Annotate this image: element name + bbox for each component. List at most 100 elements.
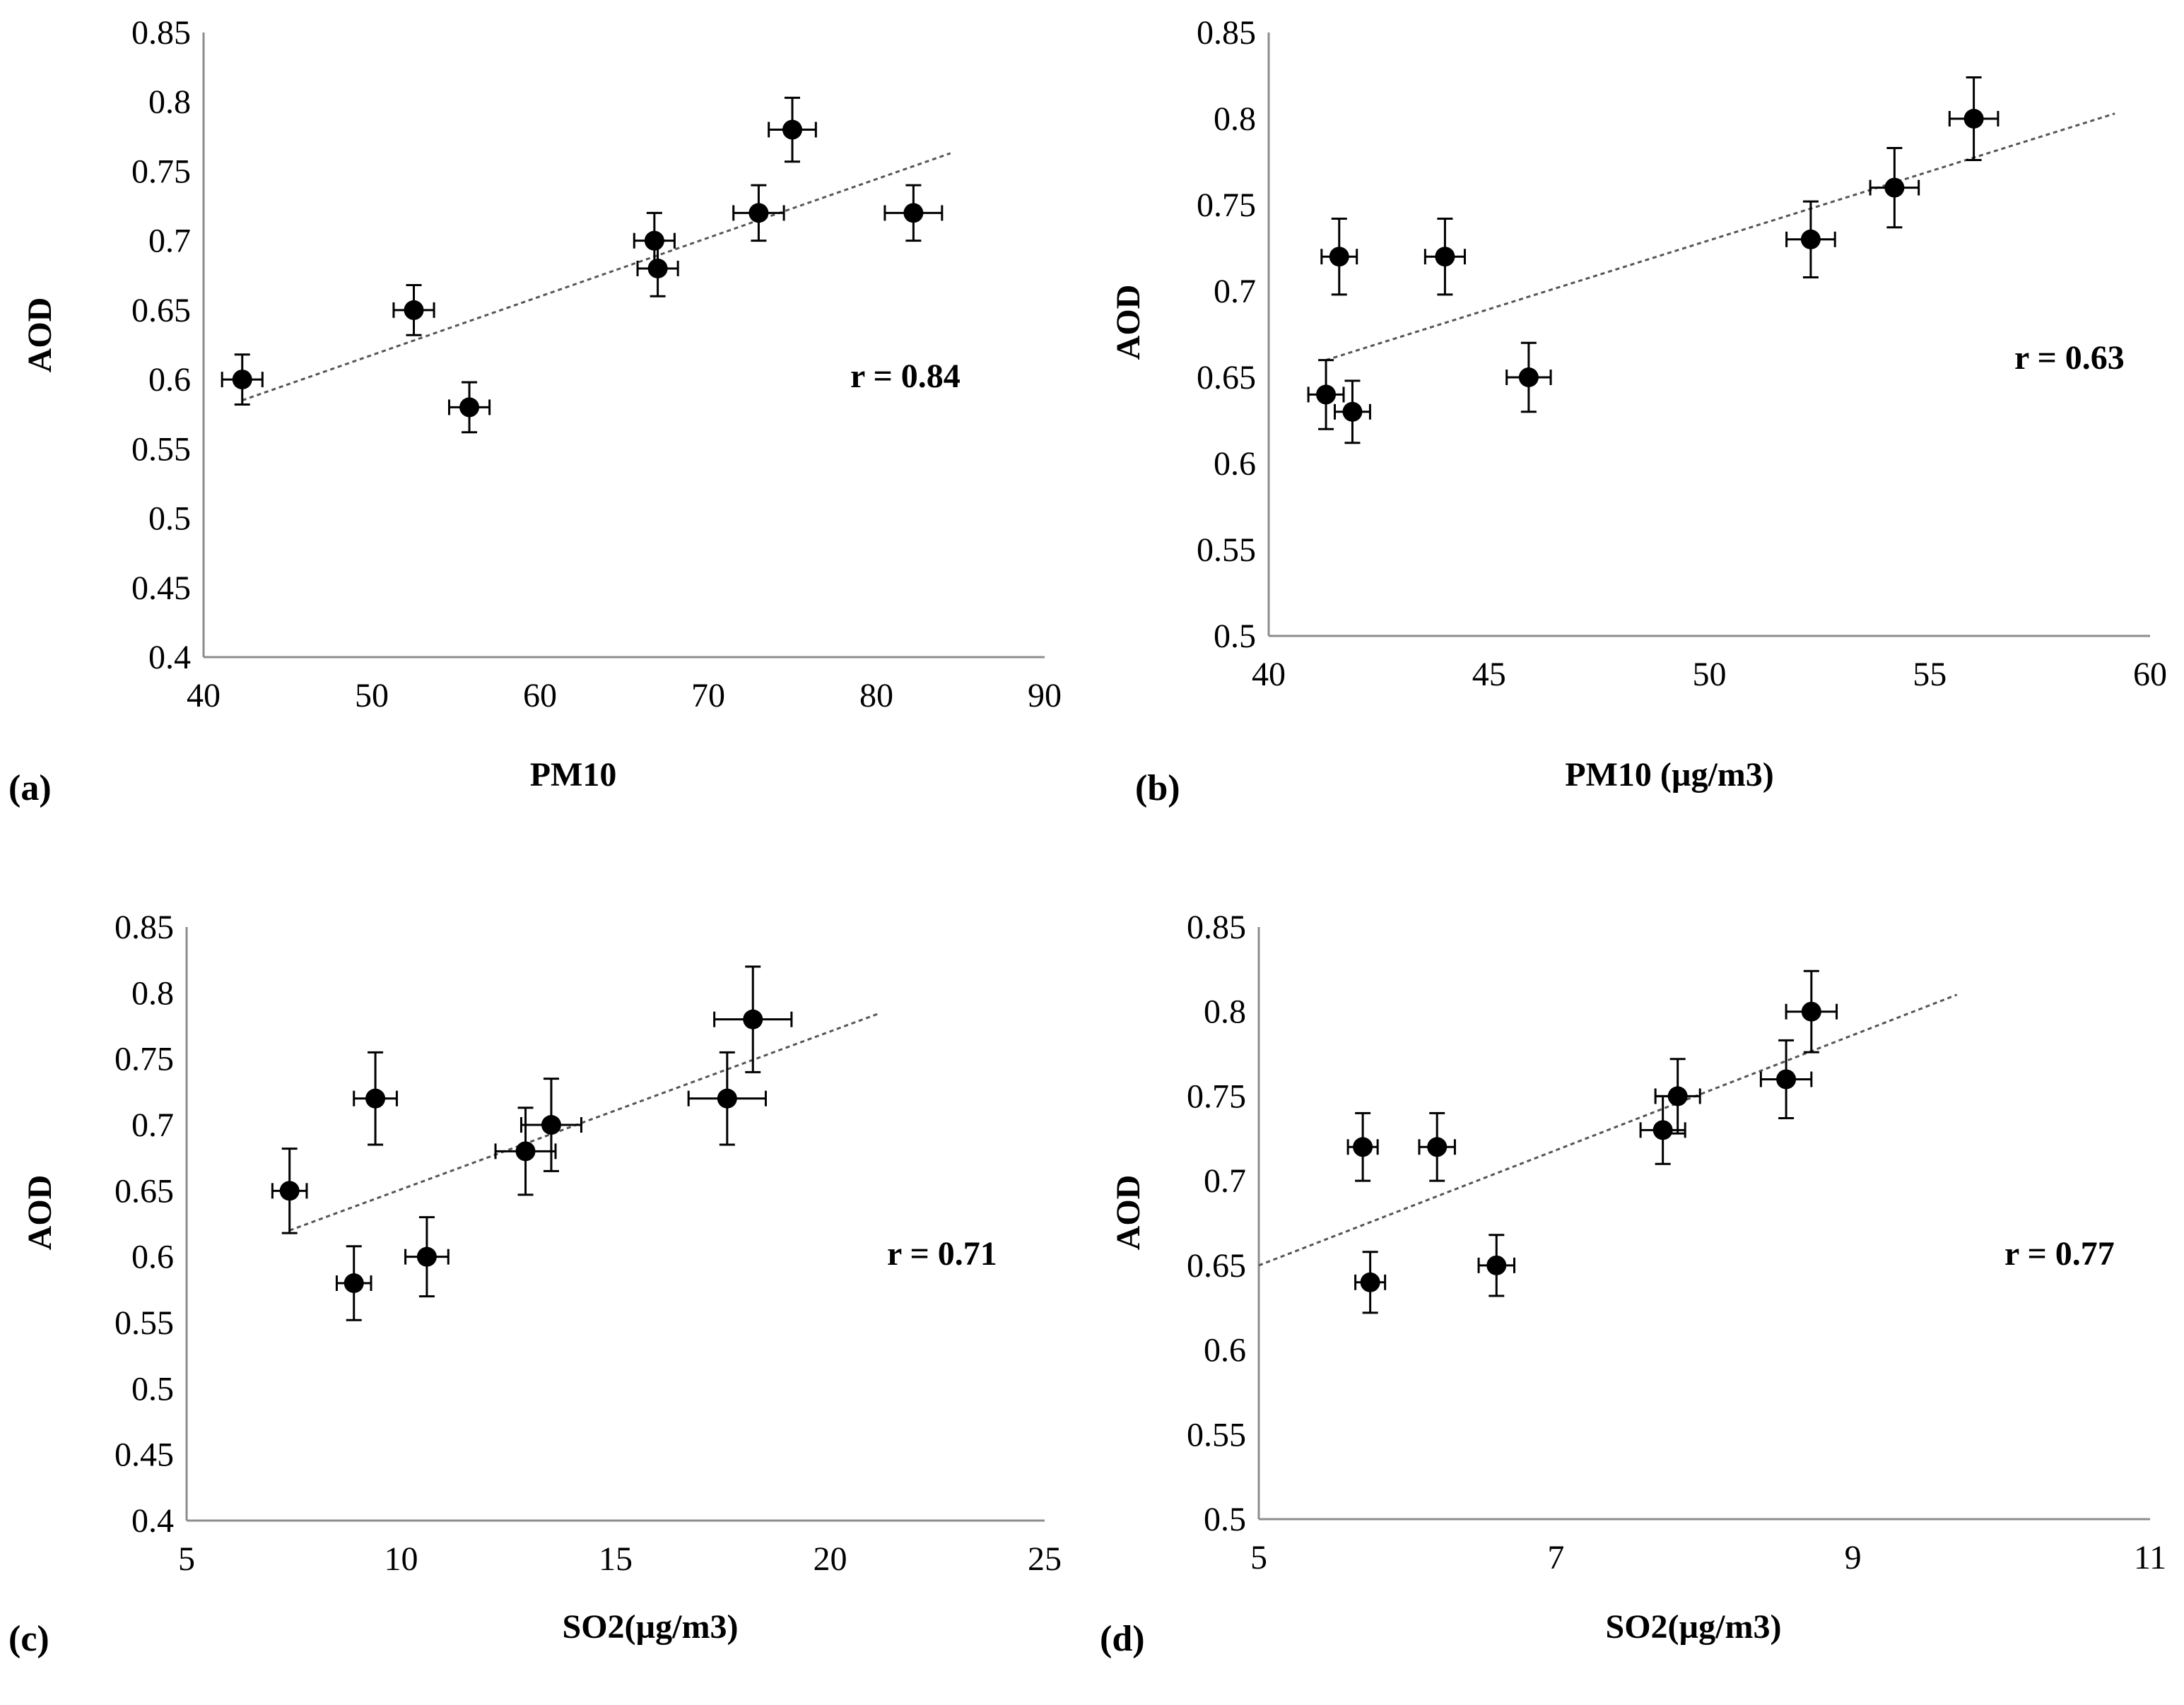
point-marker [279,1181,300,1201]
x-tick-label: 15 [599,1540,633,1578]
y-tick-label: 0.75 [1197,187,1256,224]
plot-area-c: 0.4 0.45 0.5 0.55 0.6 0.65 0.7 0.75 0.8 0.85 5 10 15… [115,909,1062,1578]
y-axis-title-b: AOD [1110,285,1147,360]
x-tick-label: 50 [1693,656,1727,693]
x-axis-title-a: PM10 [530,756,617,793]
y-tick-label: 0.5 [131,1370,174,1408]
point-marker [541,1115,561,1135]
x-tick-label: 70 [691,677,725,714]
panel-b: 0.5 0.55 0.6 0.65 0.7 0.75 0.8 0.85 40 45 50 55 60 A… [1110,14,2167,808]
x-tick-label: 60 [523,677,557,714]
panel-c: 0.4 0.45 0.5 0.55 0.6 0.65 0.7 0.75 0.8 0.85 5 10 15… [8,909,1062,1659]
plot-area-b: 0.5 0.55 0.6 0.65 0.7 0.75 0.8 0.85 40 45 50 55 60 [1197,14,2167,693]
data-point [1869,146,1920,229]
y-tick-label: 0.5 [148,500,191,538]
y-tick-label: 0.7 [1214,273,1256,310]
data-point [1307,359,1345,430]
y-tick-label: 0.85 [115,909,174,946]
y-tick-label: 0.8 [1204,993,1246,1031]
point-marker [515,1141,536,1162]
point-marker [903,203,924,223]
y-tick-label: 0.45 [115,1436,174,1474]
point-marker [365,1088,386,1109]
panel-label-d: (d) [1100,1619,1145,1659]
point-marker [232,370,252,390]
y-tick-label: 0.45 [131,570,191,607]
data-point [1423,218,1466,296]
x-tick-label: 7 [1547,1539,1564,1576]
point-marker [647,258,668,278]
x-tick-label: 11 [2134,1539,2166,1576]
correlation-label-d: r = 0.77 [2004,1235,2115,1273]
y-tick-label: 0.7 [1204,1162,1246,1200]
x-axis-title-d: SO2(µg/m3) [1606,1608,1782,1646]
data-point [768,96,817,163]
plot-area-d: 0.5 0.55 0.6 0.65 0.7 0.75 0.8 0.85 5 7 9 11 [1187,909,2166,1576]
data-point [519,1078,582,1172]
x-tick-label: 20 [814,1540,847,1578]
y-tick-label: 0.65 [1187,1247,1246,1285]
trendline-b [1325,112,2115,362]
x-tick-label: 90 [1028,677,1062,714]
correlation-label-a: r = 0.84 [850,358,961,395]
data-point [1320,218,1358,296]
data-point [1354,1251,1387,1314]
data-point [1505,341,1552,413]
x-axis-title-b: PM10 (µg/m3) [1565,756,1774,793]
x-tick-label: 40 [187,677,221,714]
trendline-a [242,152,951,401]
data-point [271,1148,308,1234]
point-marker [1518,367,1539,387]
y-tick-label: 0.55 [131,430,191,468]
point-marker [1800,229,1821,249]
y-tick-label: 0.75 [1187,1078,1246,1115]
x-tick-label: 80 [859,677,893,714]
y-axis-title-c: AOD [21,1175,59,1251]
y-tick-label: 0.4 [131,1502,174,1540]
data-point [494,1107,557,1196]
data-point [1346,1111,1379,1182]
x-tick-label: 10 [384,1540,418,1578]
data-point [353,1051,398,1146]
x-tick-label: 25 [1028,1540,1062,1578]
point-marker [1435,247,1455,267]
data-point [1334,379,1371,444]
point-marker [1329,247,1349,267]
y-tick-label: 0.6 [1214,445,1256,483]
trendline-d [1258,993,1958,1267]
trendline-c [289,1013,878,1232]
point-marker [1360,1272,1380,1292]
point-marker [1427,1137,1448,1157]
data-point [1759,1039,1813,1120]
x-tick-label: 50 [355,677,389,714]
y-tick-label: 0.5 [1214,618,1256,655]
y-tick-label: 0.8 [148,83,191,121]
data-point [1948,76,2000,162]
correlation-label-b: r = 0.63 [2014,339,2125,377]
data-point [1785,969,1838,1054]
x-tick-label: 9 [1845,1539,1862,1576]
correlation-label-c: r = 0.71 [887,1235,997,1273]
point-marker [1776,1069,1797,1090]
x-tick-label: 45 [1472,656,1506,693]
y-tick-label: 0.5 [1204,1501,1246,1538]
y-tick-label: 0.85 [1187,909,1246,946]
data-point [404,1216,450,1298]
point-marker [743,1009,763,1030]
point-marker [459,397,480,418]
y-tick-label: 0.55 [115,1304,174,1342]
y-tick-label: 0.8 [1214,100,1256,138]
y-axis-title-d: AOD [1110,1175,1147,1251]
panel-a: 0.4 0.45 0.5 0.55 0.6 0.65 0.7 0.75 0.8 0.85 40 50 6… [8,14,1062,808]
y-tick-label: 0.75 [115,1041,174,1078]
point-marker [748,203,769,223]
point-marker [782,119,802,140]
panel-label-a: (a) [8,768,52,808]
point-marker [1342,401,1363,422]
point-marker [1486,1255,1507,1275]
y-tick-label: 0.55 [1187,1416,1246,1453]
point-marker [404,300,424,320]
data-point [392,284,435,336]
y-tick-label: 0.75 [131,153,191,190]
